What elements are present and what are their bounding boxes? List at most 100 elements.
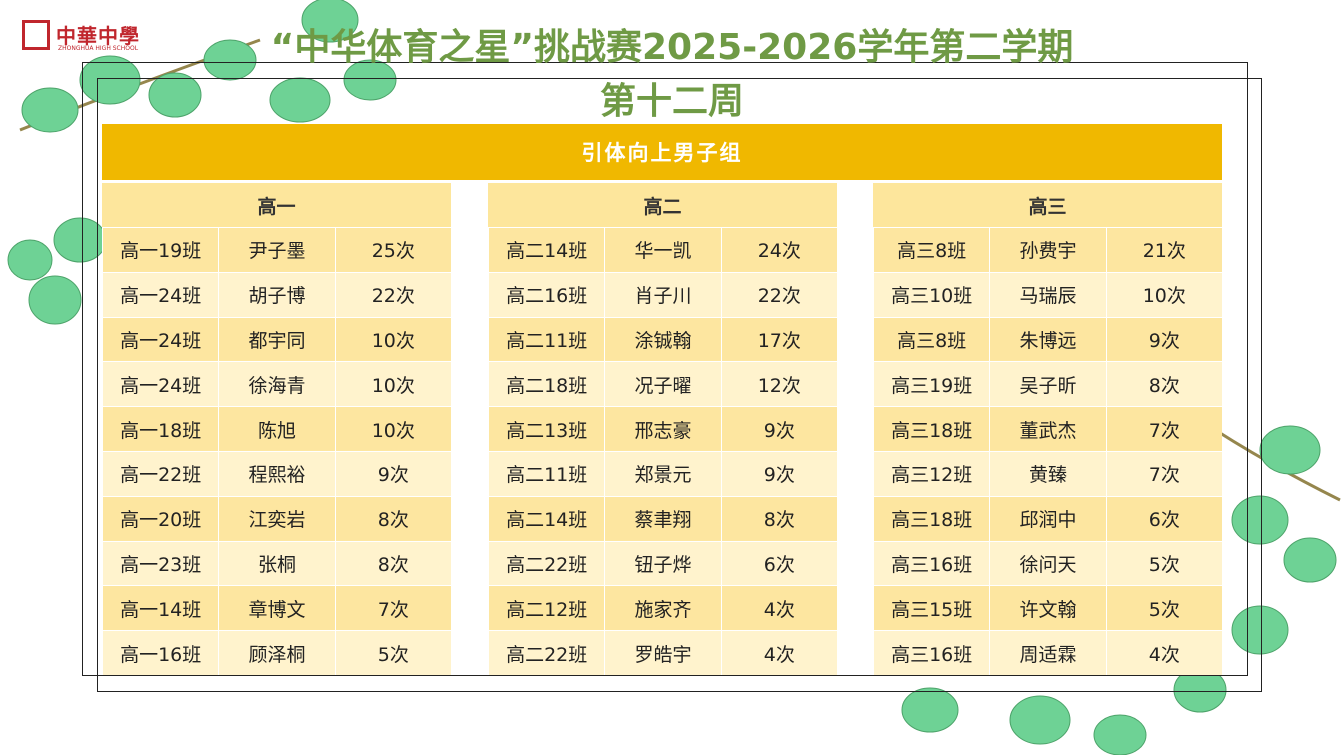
name-cell: 徐问天 <box>989 541 1105 586</box>
count-cell: 17次 <box>720 317 837 362</box>
count-cell: 9次 <box>334 451 451 496</box>
table-row: 高二16班 肖子川 22次 <box>488 271 837 317</box>
name-cell: 邱润中 <box>989 496 1105 541</box>
table-row: 高二18班 况子曜 12次 <box>488 361 837 407</box>
class-cell: 高二11班 <box>488 317 604 362</box>
table-body: 高二14班 华一凯 24次 高二16班 肖子川 22次 高二11班 涂铖翰 17次 高二18班 况子… <box>488 227 837 675</box>
class-cell: 高一24班 <box>102 362 218 407</box>
count-cell: 22次 <box>334 272 451 317</box>
name-cell: 许文翰 <box>989 586 1105 631</box>
name-cell: 蔡聿翔 <box>604 496 720 541</box>
table-row: 高二13班 邢志豪 9次 <box>488 406 837 451</box>
table-row: 高二11班 郑景元 9次 <box>488 450 837 496</box>
count-cell: 4次 <box>720 586 837 631</box>
class-cell: 高二14班 <box>488 496 604 541</box>
count-cell: 10次 <box>334 407 451 451</box>
class-cell: 高二22班 <box>488 541 604 586</box>
name-cell: 江奕岩 <box>218 496 334 541</box>
count-cell: 10次 <box>1105 272 1222 317</box>
count-cell: 8次 <box>334 541 451 586</box>
class-cell: 高一18班 <box>102 407 218 451</box>
count-cell: 4次 <box>720 631 837 675</box>
banner: 引体向上男子组 <box>102 124 1222 180</box>
table-row: 高三18班 董武杰 7次 <box>873 406 1222 451</box>
class-cell: 高三19班 <box>873 362 989 407</box>
count-cell: 9次 <box>1105 317 1222 362</box>
grade-header: 高三 <box>873 183 1222 227</box>
table-row: 高一24班 胡子博 22次 <box>102 271 451 317</box>
table-row: 高二14班 蔡聿翔 8次 <box>488 495 837 541</box>
frame <box>97 78 1262 692</box>
table-body: 高三8班 孙费宇 21次 高三10班 马瑞辰 10次 高三8班 朱博远 9次 高三19班 吴子昕 8次… <box>873 227 1222 675</box>
name-cell: 邢志豪 <box>604 407 720 451</box>
table-row: 高二14班 华一凯 24次 <box>488 227 837 272</box>
class-cell: 高二12班 <box>488 586 604 631</box>
table-row: 高一23班 张桐 8次 <box>102 540 451 586</box>
table-row: 高三8班 朱博远 9次 <box>873 316 1222 362</box>
class-cell: 高三16班 <box>873 541 989 586</box>
name-cell: 尹子墨 <box>218 228 334 272</box>
class-cell: 高三12班 <box>873 451 989 496</box>
class-cell: 高三18班 <box>873 407 989 451</box>
count-cell: 21次 <box>1105 228 1222 272</box>
name-cell: 马瑞辰 <box>989 272 1105 317</box>
class-cell: 高一19班 <box>102 228 218 272</box>
table-row: 高一16班 顾泽桐 5次 <box>102 630 451 675</box>
count-cell: 6次 <box>720 541 837 586</box>
name-cell: 施家齐 <box>604 586 720 631</box>
count-cell: 4次 <box>1105 631 1222 675</box>
count-cell: 5次 <box>1105 541 1222 586</box>
count-cell: 12次 <box>720 362 837 407</box>
grade-table: 高三 高三8班 孙费宇 21次 高三10班 马瑞辰 10次 高三8班 朱博远 9次 高三19班 吴子昕… <box>873 183 1222 675</box>
count-cell: 8次 <box>334 496 451 541</box>
class-cell: 高三16班 <box>873 631 989 675</box>
class-cell: 高一16班 <box>102 631 218 675</box>
name-cell: 黄臻 <box>989 451 1105 496</box>
name-cell: 董武杰 <box>989 407 1105 451</box>
table-row: 高三15班 许文翰 5次 <box>873 585 1222 631</box>
count-cell: 25次 <box>334 228 451 272</box>
class-cell: 高一23班 <box>102 541 218 586</box>
name-cell: 况子曜 <box>604 362 720 407</box>
table-row: 高三18班 邱润中 6次 <box>873 495 1222 541</box>
table-row: 高一14班 章博文 7次 <box>102 585 451 631</box>
name-cell: 华一凯 <box>604 228 720 272</box>
class-cell: 高一24班 <box>102 317 218 362</box>
name-cell: 徐海青 <box>218 362 334 407</box>
grade-table: 高二 高二14班 华一凯 24次 高二16班 肖子川 22次 高二11班 涂铖翰 17次 高二18班… <box>488 183 837 675</box>
logo-subtitle: ZHONGHUA HIGH SCHOOL <box>58 45 139 52</box>
table-row: 高一24班 徐海青 10次 <box>102 361 451 407</box>
count-cell: 9次 <box>720 451 837 496</box>
name-cell: 罗皓宇 <box>604 631 720 675</box>
count-cell: 24次 <box>720 228 837 272</box>
class-cell: 高一22班 <box>102 451 218 496</box>
name-cell: 肖子川 <box>604 272 720 317</box>
logo-name: 中華中學 <box>56 24 140 48</box>
name-cell: 周适霖 <box>989 631 1105 675</box>
table-row: 高二11班 涂铖翰 17次 <box>488 316 837 362</box>
table-row: 高三8班 孙费宇 21次 <box>873 227 1222 272</box>
name-cell: 陈旭 <box>218 407 334 451</box>
name-cell: 程熙裕 <box>218 451 334 496</box>
class-cell: 高二16班 <box>488 272 604 317</box>
count-cell: 10次 <box>334 362 451 407</box>
name-cell: 顾泽桐 <box>218 631 334 675</box>
class-cell: 高一24班 <box>102 272 218 317</box>
table-row: 高三12班 黄臻 7次 <box>873 450 1222 496</box>
name-cell: 涂铖翰 <box>604 317 720 362</box>
count-cell: 9次 <box>720 407 837 451</box>
count-cell: 5次 <box>334 631 451 675</box>
class-cell: 高一14班 <box>102 586 218 631</box>
table-row: 高三16班 徐问天 5次 <box>873 540 1222 586</box>
count-cell: 8次 <box>720 496 837 541</box>
table-row: 高一24班 都宇同 10次 <box>102 316 451 362</box>
subtitle: 第十二周 <box>599 81 744 122</box>
count-cell: 7次 <box>1105 451 1222 496</box>
class-cell: 高三8班 <box>873 317 989 362</box>
count-cell: 7次 <box>334 586 451 631</box>
table-row: 高一20班 江奕岩 8次 <box>102 495 451 541</box>
class-cell: 高三10班 <box>873 272 989 317</box>
count-cell: 8次 <box>1105 362 1222 407</box>
